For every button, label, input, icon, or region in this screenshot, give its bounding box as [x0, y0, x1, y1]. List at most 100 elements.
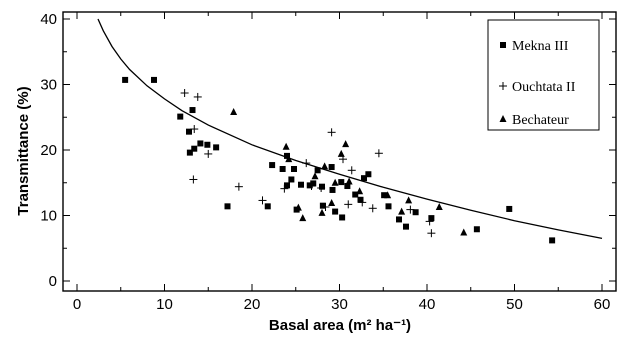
point-triangle: [299, 214, 307, 222]
point-triangle: [328, 199, 336, 207]
point-cross: [204, 149, 213, 158]
axis-ticks: [63, 12, 616, 291]
point-square: [177, 113, 184, 120]
x-tick-label: 60: [594, 296, 611, 313]
x-tick-label: 10: [156, 296, 173, 313]
point-triangle: [460, 228, 468, 236]
legend-markers: [499, 42, 507, 122]
point-square: [186, 128, 192, 135]
point-square: [279, 165, 286, 172]
point-triangle: [311, 172, 319, 180]
x-tick-label: 50: [506, 296, 523, 313]
point-cross: [193, 92, 202, 101]
point-square: [186, 149, 193, 156]
point-square: [412, 209, 419, 216]
series-cross: [180, 89, 436, 238]
x-axis-title: Basal area (m² ha⁻¹): [269, 317, 411, 334]
point-square: [319, 183, 325, 190]
point-cross: [190, 125, 199, 134]
point-triangle: [282, 142, 290, 150]
point-square: [151, 76, 157, 83]
point-square: [197, 140, 204, 147]
legend-marker-cross: [499, 82, 507, 90]
point-triangle: [435, 202, 443, 210]
series-square: [122, 76, 556, 244]
point-square: [385, 203, 392, 210]
point-cross: [425, 217, 434, 226]
point-triangle: [405, 196, 413, 204]
point-square: [204, 141, 211, 148]
point-cross: [358, 198, 367, 207]
point-square: [352, 191, 359, 198]
y-tick-label: 30: [40, 77, 57, 94]
point-square: [506, 205, 513, 212]
point-cross: [347, 166, 356, 175]
y-tick-label: 20: [40, 142, 57, 159]
point-square: [365, 171, 372, 178]
point-square: [122, 76, 129, 83]
y-tick-label: 0: [49, 273, 57, 290]
series-triangle: [230, 108, 468, 236]
y-tick-label: 10: [40, 208, 57, 225]
point-square: [549, 237, 556, 244]
point-square: [213, 144, 220, 151]
point-cross: [302, 159, 311, 168]
x-tick-label: 40: [419, 296, 436, 313]
point-square: [329, 186, 336, 193]
legend-label-ouchtata: Ouchtata II: [512, 80, 576, 95]
point-square: [284, 182, 290, 189]
point-square: [344, 183, 351, 190]
point-cross: [427, 229, 436, 238]
tick-labels: 0 10 20 30 40 50 60 0 10 20 30 40: [40, 11, 610, 313]
legend-marker-triangle: [499, 115, 507, 122]
legend-marker-square: [500, 42, 506, 48]
point-triangle: [285, 155, 293, 163]
legend-label-mekna: Mekna III: [512, 39, 569, 54]
point-triangle: [356, 187, 364, 195]
fit-curve: [97, 18, 603, 240]
x-tick-label: 30: [331, 296, 348, 313]
point-square: [332, 208, 339, 215]
point-square: [298, 181, 304, 188]
point-cross: [374, 149, 383, 158]
point-square: [264, 203, 271, 210]
point-square: [361, 175, 367, 182]
point-cross: [321, 202, 330, 211]
point-square: [338, 179, 345, 186]
point-cross: [307, 182, 316, 191]
point-cross: [368, 204, 377, 213]
point-cross: [406, 205, 415, 214]
point-square: [403, 223, 409, 230]
point-triangle: [321, 162, 329, 170]
point-cross: [344, 200, 353, 209]
y-tick-label: 40: [40, 11, 57, 28]
point-cross: [189, 175, 198, 184]
point-square: [284, 152, 290, 159]
point-square: [310, 180, 317, 187]
point-square: [396, 216, 402, 223]
point-square: [291, 165, 297, 172]
point-square: [314, 167, 321, 174]
point-triangle: [342, 140, 350, 148]
point-square: [319, 202, 326, 209]
point-square: [189, 107, 196, 114]
point-triangle: [294, 203, 302, 211]
point-square: [473, 226, 480, 233]
point-triangle: [398, 207, 406, 215]
point-cross: [258, 196, 267, 205]
point-square: [428, 215, 435, 222]
legend-label-bechateur: Bechateur: [512, 113, 569, 128]
point-cross: [280, 184, 289, 193]
point-triangle: [384, 191, 392, 199]
point-square: [306, 182, 313, 189]
point-cross: [327, 128, 336, 137]
data-points: [122, 76, 556, 244]
point-square: [224, 203, 231, 210]
point-square: [381, 192, 388, 199]
fit-curve-layer: [97, 18, 603, 240]
point-cross: [317, 183, 326, 192]
point-square: [328, 164, 335, 171]
point-cross: [234, 182, 243, 191]
point-triangle: [337, 149, 345, 157]
